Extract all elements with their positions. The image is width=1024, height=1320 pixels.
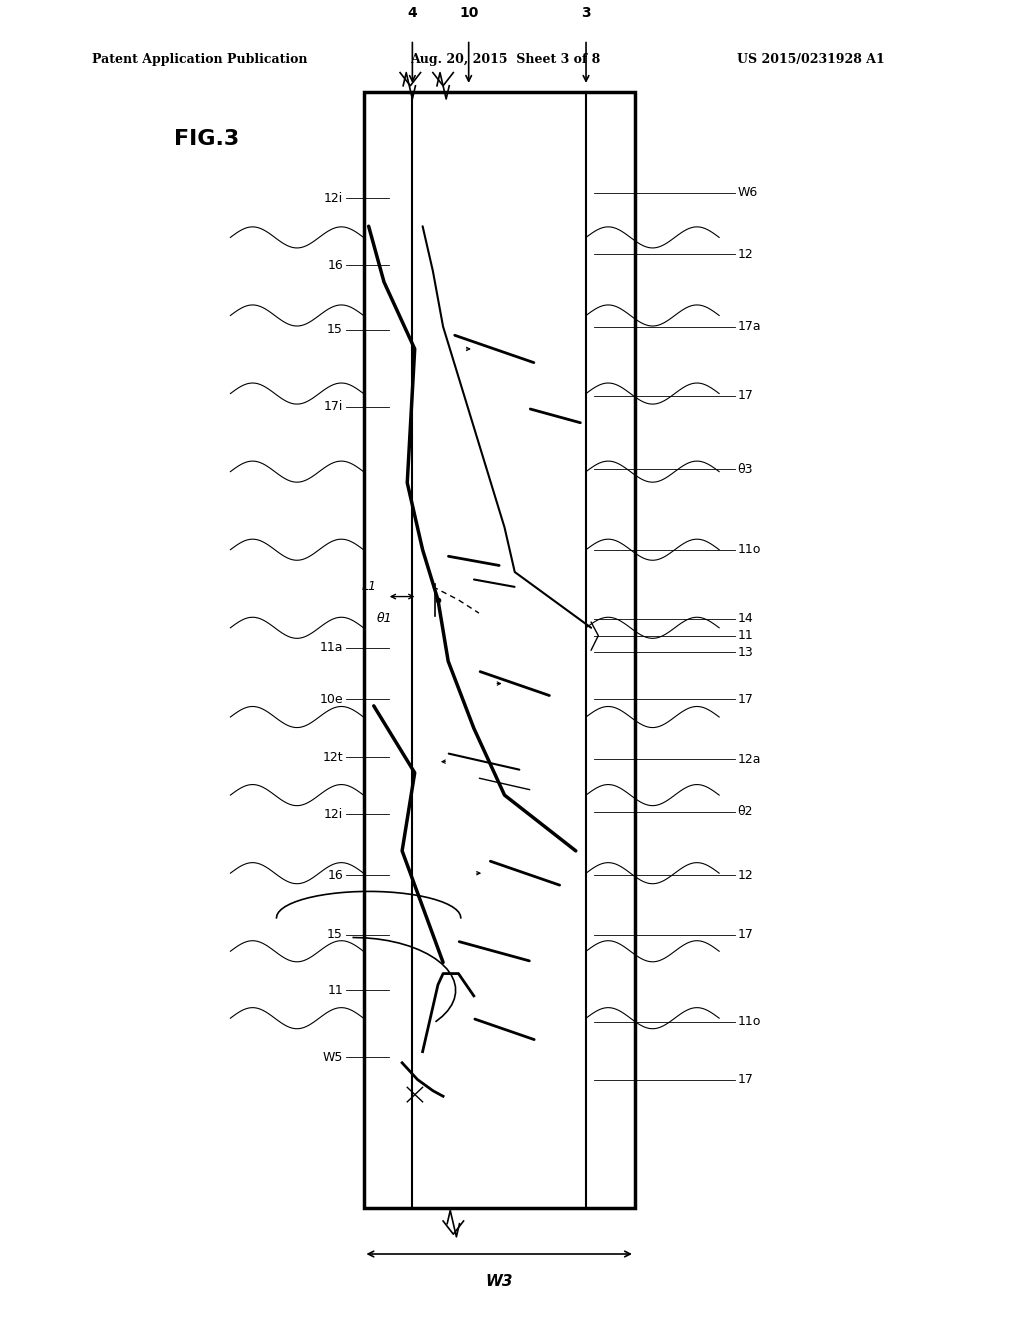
Text: W6: W6 xyxy=(737,186,758,199)
Text: 17: 17 xyxy=(737,1073,754,1086)
Text: 12a: 12a xyxy=(737,752,761,766)
Text: 12: 12 xyxy=(737,248,754,260)
Text: 11: 11 xyxy=(328,983,343,997)
Text: 11a: 11a xyxy=(319,642,343,655)
Text: θ3: θ3 xyxy=(737,463,753,477)
Text: FIG.3: FIG.3 xyxy=(174,128,240,149)
Text: 16: 16 xyxy=(328,869,343,882)
Text: Aug. 20, 2015  Sheet 3 of 8: Aug. 20, 2015 Sheet 3 of 8 xyxy=(410,53,600,66)
Text: 12t: 12t xyxy=(323,751,343,764)
Text: 11: 11 xyxy=(737,630,754,642)
Text: 14: 14 xyxy=(737,612,754,626)
Text: θ2: θ2 xyxy=(737,805,753,818)
Text: L1: L1 xyxy=(361,579,377,593)
Text: 17i: 17i xyxy=(324,400,343,413)
Text: 11o: 11o xyxy=(737,1015,761,1028)
Text: 17a: 17a xyxy=(737,321,761,333)
Text: 11o: 11o xyxy=(737,544,761,556)
Text: 15: 15 xyxy=(327,323,343,337)
Text: 13: 13 xyxy=(737,645,754,659)
Text: 17: 17 xyxy=(737,928,754,941)
Text: 15: 15 xyxy=(327,928,343,941)
Text: W3: W3 xyxy=(485,1274,513,1288)
Text: Patent Application Publication: Patent Application Publication xyxy=(92,53,307,66)
Text: 17: 17 xyxy=(737,389,754,403)
Text: 10: 10 xyxy=(459,5,478,20)
Text: 10e: 10e xyxy=(319,693,343,706)
Text: 16: 16 xyxy=(328,259,343,272)
Text: 4: 4 xyxy=(408,5,417,20)
Text: 3: 3 xyxy=(582,5,591,20)
Text: 12i: 12i xyxy=(324,191,343,205)
Text: 12: 12 xyxy=(737,869,754,882)
Text: θ1: θ1 xyxy=(376,612,392,626)
Bar xyxy=(364,92,635,1208)
Text: 17: 17 xyxy=(737,693,754,706)
Text: W5: W5 xyxy=(323,1051,343,1064)
Text: 12i: 12i xyxy=(324,808,343,821)
Text: US 2015/0231928 A1: US 2015/0231928 A1 xyxy=(737,53,885,66)
